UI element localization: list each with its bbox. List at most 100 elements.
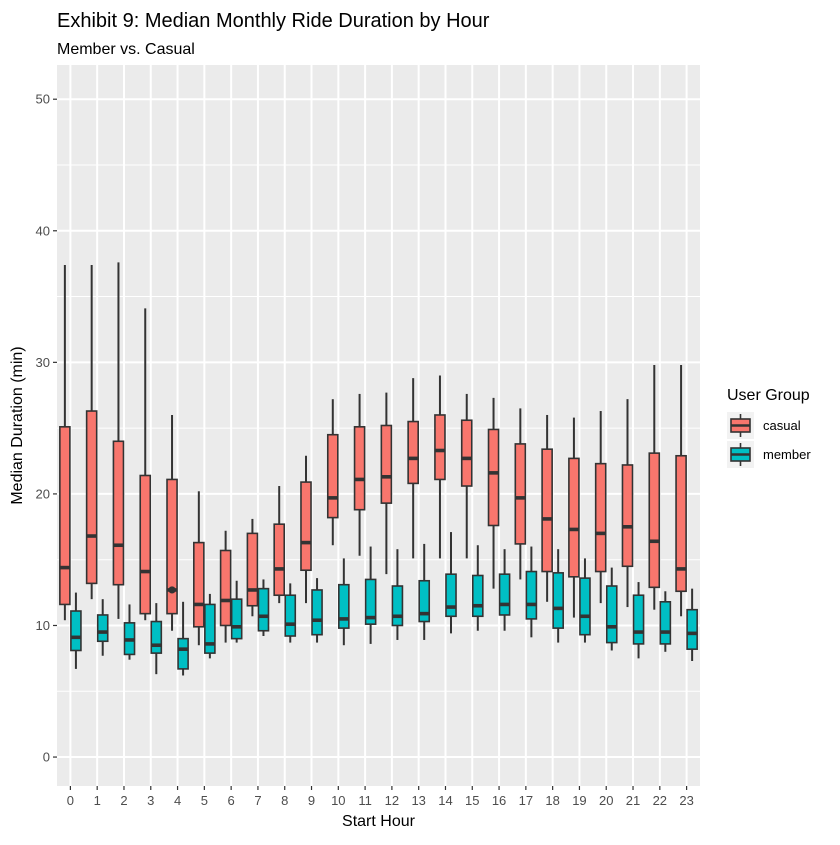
iqr-box — [648, 452, 661, 589]
iqr-box — [326, 433, 339, 519]
casual-box-12 — [380, 392, 393, 575]
casual-box-6 — [219, 530, 232, 643]
x-tick-label: 20 — [599, 793, 613, 808]
casual-box-21 — [621, 399, 634, 608]
iqr-box — [391, 585, 404, 627]
iqr-box — [139, 474, 152, 615]
x-tick-label: 7 — [254, 793, 261, 808]
x-tick-label: 8 — [281, 793, 288, 808]
iqr-box — [407, 420, 419, 485]
iqr-box — [445, 573, 457, 618]
member-box-13 — [418, 543, 431, 640]
iqr-box — [514, 443, 527, 545]
legend-keys: casual member — [727, 412, 811, 468]
iqr-box — [193, 541, 205, 628]
iqr-box — [166, 478, 178, 615]
member-box-17 — [525, 546, 538, 638]
legend: User Group casual member — [727, 387, 811, 468]
casual-box-19 — [568, 417, 580, 618]
legend-item-casual: casual — [727, 412, 801, 439]
box-layer — [59, 262, 698, 676]
casual-box-3 — [139, 308, 152, 621]
iqr-box — [686, 608, 698, 650]
x-tick-label: 6 — [228, 793, 235, 808]
y-tick-label: 30 — [36, 355, 50, 370]
chart-subtitle: Member vs. Casual — [57, 41, 195, 58]
iqr-box — [579, 577, 591, 636]
iqr-box — [353, 426, 366, 511]
iqr-box — [204, 603, 216, 654]
casual-box-14 — [434, 375, 446, 559]
outlier-point — [168, 586, 176, 594]
iqr-box — [177, 637, 189, 670]
casual-box-8 — [273, 486, 286, 604]
y-tick-label: 0 — [43, 750, 50, 765]
member-box-14 — [445, 532, 457, 634]
x-tick-label: 21 — [626, 793, 640, 808]
iqr-box — [418, 579, 431, 623]
iqr-box — [246, 532, 259, 607]
casual-box-2 — [112, 262, 125, 619]
casual-box-13 — [407, 378, 419, 559]
legend-title: User Group — [727, 387, 810, 404]
casual-box-9 — [300, 455, 312, 604]
legend-item-member: member — [727, 441, 811, 468]
member-box-16 — [498, 549, 511, 631]
legend-label: member — [763, 447, 811, 462]
x-tick-label: 13 — [411, 793, 425, 808]
member-box-5 — [204, 593, 216, 659]
casual-box-0 — [59, 264, 71, 621]
member-box-15 — [471, 545, 484, 631]
iqr-box — [675, 454, 687, 593]
iqr-box — [112, 440, 125, 586]
iqr-box — [219, 549, 232, 627]
member-box-22 — [659, 591, 672, 652]
iqr-box — [364, 578, 377, 625]
member-box-7 — [257, 579, 270, 637]
iqr-box — [659, 601, 672, 645]
y-tick-label: 10 — [36, 618, 50, 633]
member-box-3 — [150, 603, 163, 675]
casual-box-1 — [85, 264, 98, 600]
x-tick-label: 4 — [174, 793, 181, 808]
casual-box-18 — [541, 414, 553, 602]
casual-box-23 — [675, 364, 687, 617]
member-box-2 — [123, 604, 136, 660]
x-axis-label: Start Hour — [342, 813, 416, 830]
x-tick-label: 23 — [679, 793, 693, 808]
x-tick-label: 14 — [438, 793, 452, 808]
iqr-box — [632, 594, 645, 645]
x-axis: 0 1 2 3 4 5 6 7 8 9 10 11 12 13 14 15 16 17 18 19 20 21 22 23 — [67, 786, 694, 808]
iqr-box — [460, 419, 473, 487]
y-tick-label: 40 — [36, 223, 50, 238]
iqr-box — [568, 457, 580, 578]
x-tick-label: 15 — [465, 793, 479, 808]
x-tick-label: 22 — [653, 793, 667, 808]
casual-box-15 — [460, 393, 473, 559]
x-tick-label: 2 — [120, 793, 127, 808]
iqr-box — [311, 589, 323, 636]
iqr-box — [498, 573, 511, 616]
x-tick-label: 16 — [492, 793, 506, 808]
member-box-18 — [552, 549, 564, 643]
casual-box-16 — [487, 397, 500, 589]
iqr-box — [284, 594, 297, 637]
iqr-box — [59, 426, 71, 606]
casual-box-4 — [166, 414, 178, 631]
member-box-23 — [686, 588, 698, 662]
iqr-box — [487, 428, 500, 527]
iqr-box — [434, 414, 446, 481]
iqr-box — [552, 572, 564, 629]
iqr-box — [257, 587, 270, 632]
casual-box-10 — [326, 399, 339, 546]
casual-box-11 — [353, 393, 366, 556]
x-tick-label: 17 — [519, 793, 533, 808]
x-tick-label: 3 — [147, 793, 154, 808]
x-tick-label: 1 — [94, 793, 101, 808]
chart-title: Exhibit 9: Median Monthly Ride Duration … — [57, 10, 490, 32]
iqr-box — [525, 570, 538, 620]
x-tick-label: 5 — [201, 793, 208, 808]
member-box-1 — [96, 599, 109, 656]
